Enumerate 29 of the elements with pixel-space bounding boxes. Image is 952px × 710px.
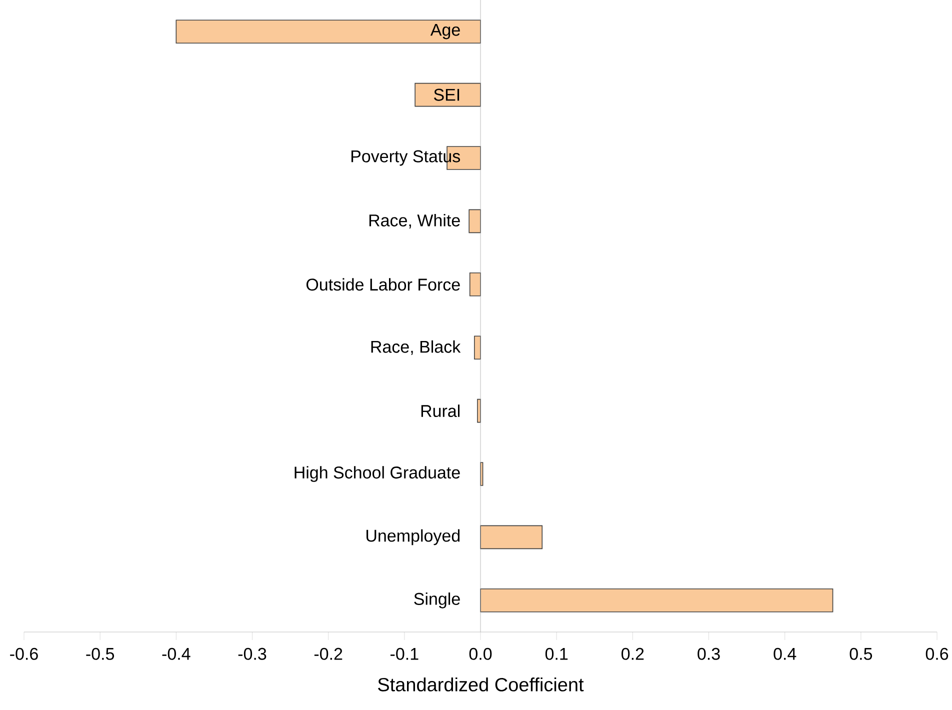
x-tick-label: -0.4: [162, 648, 190, 660]
x-tick-label: -0.5: [86, 648, 114, 660]
x-tick-label: -0.6: [10, 648, 38, 660]
y-tick-label: Rural: [421, 404, 460, 418]
x-tick-label: 0.0: [469, 648, 492, 660]
y-tick-label: Race, Black: [371, 340, 461, 355]
x-axis-title: Standardized Coefficient: [378, 677, 584, 692]
y-tick-label: Race, White: [369, 214, 460, 228]
y-tick-label: Unemployed: [366, 529, 460, 546]
bar: [480, 525, 543, 550]
y-tick-label: Outside Labor Force: [306, 278, 460, 291]
x-tick-label: 0.6: [926, 648, 948, 660]
x-tick-label: 0.1: [545, 648, 568, 660]
bar: [480, 588, 834, 612]
x-tick-label: 0.4: [774, 648, 796, 660]
x-tick-label: -0.2: [314, 648, 342, 660]
bar: [468, 209, 481, 234]
y-tick-label: High School Graduate: [294, 466, 460, 482]
bar: [469, 272, 481, 296]
y-tick-label: Single: [414, 592, 460, 608]
bar: [414, 82, 481, 107]
x-tick-label: -0.1: [390, 648, 418, 660]
bar: [176, 20, 481, 44]
x-tick-label: -0.3: [238, 648, 266, 660]
x-tick-label: 0.3: [698, 648, 720, 660]
y-tick-label: Age: [430, 24, 460, 40]
y-tick-label: SEI: [434, 88, 460, 101]
x-tick-label: 0.5: [850, 648, 872, 660]
x-tick-label: 0.2: [622, 648, 644, 660]
